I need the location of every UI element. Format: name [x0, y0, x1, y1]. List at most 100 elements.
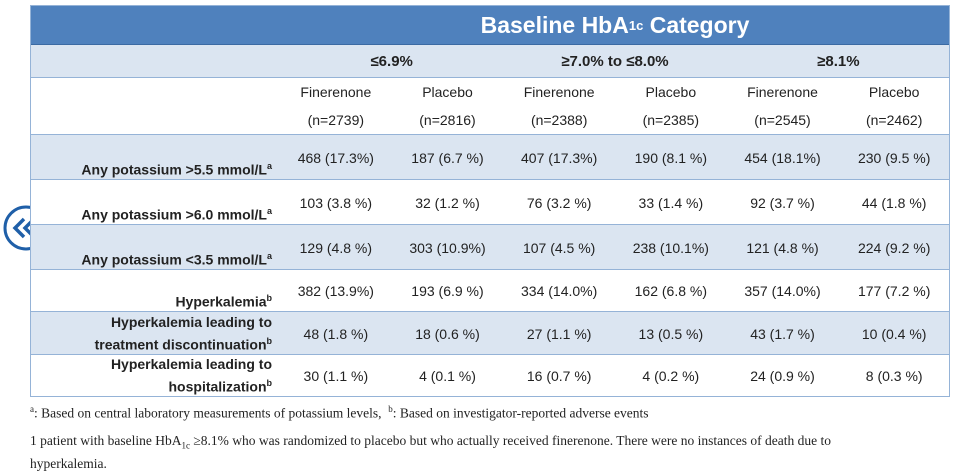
cell-value: 103 (3.8 %)	[299, 194, 373, 211]
footnote-mark: a	[30, 404, 34, 414]
column-name: Finerenone	[747, 84, 818, 100]
data-row	[30, 312, 950, 355]
cell-value: 27 (1.1 %)	[526, 325, 592, 342]
footnote-sub: 1c	[181, 440, 190, 451]
title-text: Category	[643, 11, 750, 38]
footnote-text: : Based on investigator-reported adverse…	[392, 405, 649, 421]
row-label-line: Any potassium >6.0 mmol/La	[81, 202, 272, 225]
row-label: Hyperkalemia leading to treatment discont…	[30, 312, 280, 355]
cell-value: 76 (3.2 %)	[526, 194, 592, 211]
group-label: ≥8.1%	[817, 53, 860, 70]
cell-value: 193 (6.9 %)	[411, 283, 484, 299]
row-label: Any potassium >5.5 mmol/La	[30, 135, 280, 180]
title-sub: 1c	[628, 17, 644, 33]
group-row	[30, 45, 950, 78]
row-label-text: Any potassium <3.5 mmol/L	[81, 252, 267, 268]
column-n: (n=2545)	[754, 112, 811, 128]
group-label: ≤6.9%	[370, 53, 413, 70]
row-label: Hyperkalemiab	[30, 270, 280, 312]
cell-value: 43 (1.7 %)	[750, 325, 815, 342]
cell-value: 162 (6.8 %)	[634, 283, 708, 299]
column-name: Placebo	[868, 84, 920, 100]
row-label-line: Hyperkalemia leading to	[111, 313, 272, 332]
cell-value: 18 (0.6 %)	[415, 325, 480, 342]
row-label: Hyperkalemia leading to hospitalizationb	[30, 355, 280, 397]
cell-value: 224 (9.2 %)	[857, 239, 931, 256]
row-label-sup: a	[266, 206, 272, 217]
cell-value: 190 (8.1 %)	[634, 149, 708, 166]
column-n: (n=2816)	[419, 112, 476, 128]
cell-value: 8 (0.3 %)	[865, 368, 923, 384]
cell-value: 48 (1.8 %)	[303, 325, 369, 342]
data-row	[30, 180, 950, 225]
column-n: (n=2385)	[642, 112, 700, 128]
cell-value: 13 (0.5 %)	[638, 325, 704, 342]
column-row	[30, 78, 950, 135]
cell-value: 92 (3.7 %)	[750, 194, 815, 211]
row-label-line: Hyperkalemia leading to	[111, 355, 272, 374]
row-label-line: Hyperkalemiab	[175, 289, 272, 312]
cell-value: 468 (17.3%)	[297, 149, 374, 166]
row-label-text: Any potassium >5.5 mmol/L	[81, 162, 267, 178]
column-n: (n=2739)	[307, 112, 365, 128]
data-row	[30, 270, 950, 312]
row-label-sup: a	[266, 251, 272, 262]
cell-value: 357 (14.0%)	[744, 283, 821, 299]
table-border	[30, 5, 950, 397]
column-name: Placebo	[422, 84, 473, 100]
row-label-sup: a	[266, 161, 272, 172]
column-name: Finerenone	[300, 84, 372, 100]
cell-value: 238 (10.1%)	[632, 239, 709, 256]
column-name: Placebo	[645, 84, 697, 100]
cell-value: 407 (17.3%)	[521, 149, 598, 166]
cell-value: 4 (0.1 %)	[419, 368, 476, 384]
row-label-text: Hyperkalemia leading to	[110, 356, 272, 373]
row-label-sup: b	[266, 336, 273, 347]
column-n: (n=2388)	[530, 112, 588, 128]
row-label-text: Any potassium >6.0 mmol/L	[81, 207, 267, 223]
title: Baseline HbA 1c Category	[280, 5, 950, 45]
footnote-text: : Based on central laboratory measuremen…	[34, 405, 382, 421]
cell-value: 16 (0.7 %)	[526, 368, 592, 384]
row-label-sup: b	[266, 378, 273, 389]
column-name: Finerenone	[523, 84, 595, 100]
cell-value: 129 (4.8 %)	[299, 239, 373, 256]
cell-value: 10 (0.4 %)	[861, 325, 927, 342]
row-label: Any potassium >6.0 mmol/La	[30, 180, 280, 225]
row-label-text: Hyperkalemia leading to	[110, 314, 272, 331]
cell-value: 121 (4.8 %)	[746, 239, 819, 256]
row-label-text: Hyperkalemia	[175, 294, 267, 310]
cell-value: 33 (1.4 %)	[638, 194, 704, 211]
row-label-line: Any potassium <3.5 mmol/La	[81, 247, 272, 270]
cell-value: 30 (1.1 %)	[303, 368, 369, 384]
cell-value: 44 (1.8 %)	[861, 194, 927, 211]
cell-value: 187 (6.7 %)	[411, 149, 484, 166]
cell-value: 303 (10.9%)	[409, 239, 486, 256]
row-label-sup: b	[266, 293, 273, 304]
row-label-text: treatment discontinuation	[94, 337, 267, 353]
row-label-text: hospitalization	[168, 379, 267, 395]
data-row	[30, 225, 950, 270]
data-row	[30, 355, 950, 397]
column-n: (n=2462)	[865, 112, 923, 128]
cell-value: 230 (9.5 %)	[857, 149, 931, 166]
footnote-mark: b	[388, 404, 393, 414]
cell-value: 382 (13.9%)	[297, 283, 374, 299]
cell-value: 107 (4.5 %)	[522, 239, 596, 256]
cell-value: 334 (14.0%)	[521, 283, 598, 299]
title-text: Baseline HbA	[480, 11, 629, 38]
row-label: Any potassium <3.5 mmol/La	[30, 225, 280, 270]
cell-value: 177 (7.2 %)	[857, 283, 931, 299]
cell-value: 4 (0.2 %)	[642, 368, 700, 384]
row-label-line: hospitalizationb	[169, 374, 273, 397]
row-label-line: Any potassium >5.5 mmol/La	[81, 157, 272, 180]
footnote: 1 patient with baseline HbA1c ≥8.1% who …	[30, 432, 860, 473]
footnote: a: Based on central laboratory measureme…	[30, 404, 649, 422]
footnote-text: 1 patient with baseline HbA	[30, 433, 182, 448]
cell-value: 32 (1.2 %)	[415, 194, 480, 211]
row-label-line: treatment discontinuationb	[95, 332, 272, 355]
cell-value: 454 (18.1%)	[744, 149, 821, 166]
data-row	[30, 135, 950, 180]
cell-value: 24 (0.9 %)	[750, 368, 815, 384]
